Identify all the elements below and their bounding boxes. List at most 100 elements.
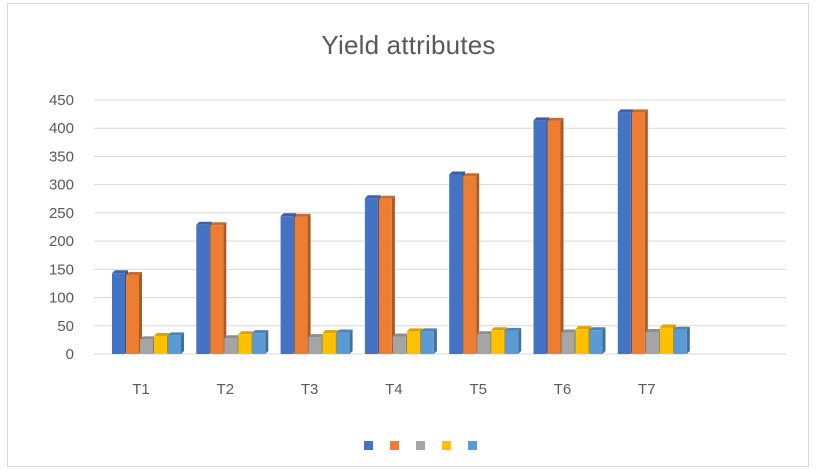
bar-top-face [280,213,297,217]
bar-front-face [631,112,645,354]
bar-side-face [391,195,395,354]
legend [364,441,477,450]
bar-t4-series-1 [364,195,381,354]
bar-t5-series-3 [477,331,494,354]
bar-front-face [659,327,673,354]
bar-front-face [196,224,210,354]
bar-top-face [210,222,227,226]
bar-t3-series-3 [308,334,325,354]
legend-swatch-series-4 [442,441,451,450]
bar-t3-series-5 [336,329,353,354]
y-tick-label: 300 [49,177,74,194]
bar-top-face [392,333,409,337]
bar-top-face [322,330,339,334]
gridlines [94,99,786,355]
x-tick-label: T3 [301,381,319,398]
y-tick-label: 400 [49,120,74,137]
bar-side-face [433,328,437,354]
bar-side-face [560,117,564,354]
bar-t4-series-4 [406,328,423,354]
bar-front-face [126,274,139,354]
bar-t7-series-4 [659,324,676,354]
bar-top-face [112,270,128,274]
bar-front-face [561,332,575,354]
y-tick-label: 100 [49,290,74,307]
bar-top-face [140,336,156,340]
x-tick-label: T4 [385,381,403,398]
bar-top-face [505,327,522,331]
bar-front-face [589,330,603,354]
bar-front-face [280,216,294,354]
legend-swatch-series-1 [364,441,373,450]
bar-side-face [476,173,480,354]
bar-t4-series-2 [378,195,395,354]
legend-swatch-series-2 [390,441,399,450]
bar-top-face [420,328,437,332]
bar-front-face [140,339,153,354]
bar-t5-series-1 [449,171,466,354]
bar-t1-series-1 [112,270,128,354]
bar-side-face [349,329,353,354]
bar-side-face [518,327,522,354]
x-tick-label: T2 [217,381,235,398]
bar-t6-series-2 [547,117,564,354]
bar-front-face [252,333,266,354]
bar-front-face [168,335,181,354]
chart-title: Yield attributes [321,30,496,60]
legend-swatch-series-5 [468,441,477,450]
x-tick-label: T5 [469,381,487,398]
bar-top-face [645,328,662,332]
bar-front-face [154,335,167,354]
bar-t7-series-2 [631,109,648,354]
bar-top-face [617,109,634,113]
bar-t1-series-2 [126,271,142,354]
bar-top-face [547,117,564,121]
bar-top-face [631,109,648,113]
bar-front-face [406,331,420,354]
bar-top-face [224,335,241,339]
y-tick-label: 250 [49,205,74,222]
bar-t2-series-4 [238,331,255,354]
y-tick-label: 50 [57,318,74,335]
bar-top-face [561,329,578,333]
bar-side-face [307,213,311,354]
bar-t3-series-1 [280,213,297,354]
bar-t5-series-2 [463,173,480,354]
bar-front-face [420,331,434,354]
bar-side-face [223,222,227,354]
bar-side-face [265,330,269,354]
bar-front-face [617,112,631,354]
bar-t6-series-1 [533,117,550,354]
bar-top-face [196,221,213,225]
bar-t1-series-5 [168,332,184,354]
bar-front-face [210,225,224,354]
bar-t7-series-1 [617,109,634,354]
bar-front-face [392,336,406,354]
bar-top-face [308,334,325,338]
bar-t6-series-3 [561,329,578,354]
bar-front-face [505,330,519,354]
bar-top-face [336,329,353,333]
bar-t2-series-1 [196,221,213,354]
x-tick-label: T6 [554,381,572,398]
bar-top-face [406,328,423,332]
y-tick-label: 450 [49,92,74,109]
bar-top-face [378,195,395,199]
bar-t5-series-5 [505,327,522,354]
y-tick-label: 150 [49,261,74,278]
bar-t6-series-4 [575,326,592,354]
bar-t3-series-2 [294,213,311,354]
bar-top-face [463,173,480,177]
bar-t2-series-3 [224,335,241,354]
bar-front-face [322,333,336,354]
bar-side-face [602,327,606,354]
bar-front-face [491,330,505,354]
bar-front-face [378,198,392,354]
bar-front-face [547,120,561,354]
bar-t4-series-3 [392,333,409,354]
bar-t6-series-5 [589,327,606,354]
bar-front-face [336,332,350,354]
bar-side-face [644,109,648,354]
y-tick-label: 350 [49,148,74,165]
bar-t7-series-5 [673,326,690,354]
